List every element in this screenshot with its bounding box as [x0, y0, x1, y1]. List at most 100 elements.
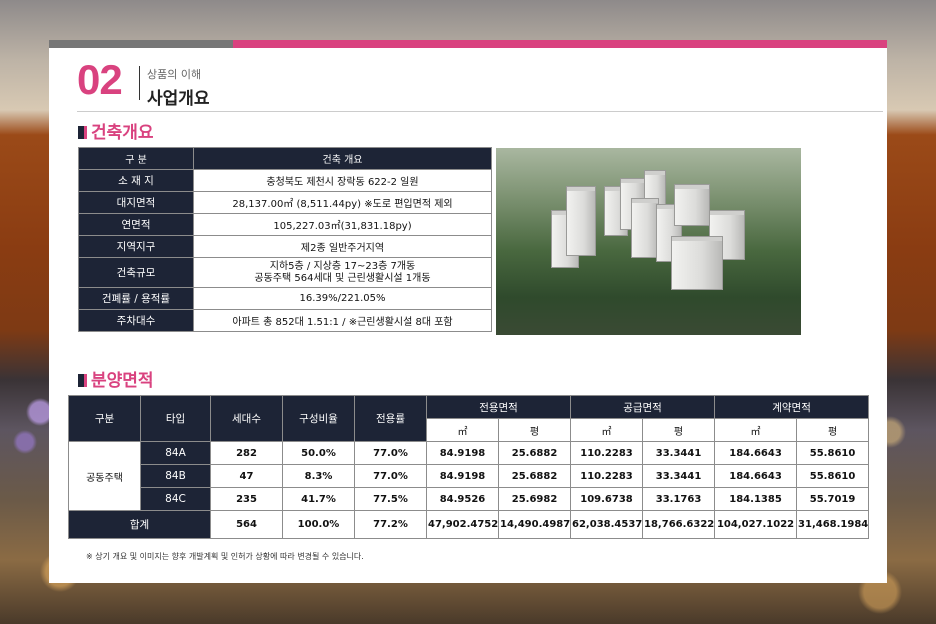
cell-units: 282: [210, 441, 283, 465]
row-value-line1: 지하5층 / 지상층 17~23층 7개동: [269, 260, 416, 272]
cell-exclusive-py: 25.6882: [497, 441, 572, 465]
cell-supply-py: 33.3441: [642, 441, 716, 465]
cell-type: 84A: [140, 441, 211, 465]
cell-exclusive-sqm: 84.9526: [426, 487, 499, 511]
cell-contract-sqm: 184.6643: [714, 441, 798, 465]
cell-supply-sqm: 110.2283: [570, 441, 644, 465]
header-exclusive: 전용면적: [425, 395, 572, 419]
table-row: 84C 235 41.7% 77.5% 84.9526 25.6982 109.…: [69, 487, 870, 511]
section-title: 사업개요: [147, 89, 210, 109]
table-row: 주차대수 아파트 총 852대 1.51:1 / ※근린생활시설 8대 포함: [78, 309, 492, 332]
header-efficiency: 전용률: [354, 395, 427, 442]
table-subheader-row: ㎡ 평 ㎡ 평 ㎡ 평: [69, 418, 870, 442]
cell-exclusive-py: 25.6982: [497, 487, 572, 511]
cell-units: 47: [210, 464, 283, 488]
header-ratio: 구성비율: [282, 395, 355, 442]
building-shape: [674, 184, 710, 226]
heading-square-icon: [78, 126, 87, 139]
cell-supply-sqm: 109.6738: [570, 487, 644, 511]
sales-heading-text: 분양면적: [91, 371, 154, 391]
header-contract: 계약면적: [714, 395, 870, 419]
subheader-sqm: ㎡: [714, 418, 798, 442]
cell-supply-py: 33.3441: [642, 464, 716, 488]
subheader-py: 평: [497, 418, 572, 442]
total-contract-sqm: 104,027.1022: [714, 510, 798, 539]
table-row: 건축규모 지하5층 / 지상층 17~23층 7개동 공동주택 564세대 및 …: [78, 257, 492, 288]
row-value: 16.39%/221.05%: [193, 287, 492, 310]
cell-efficiency: 77.0%: [354, 464, 427, 488]
row-value-multiline: 지하5층 / 지상층 17~23층 7개동 공동주택 564세대 및 근린생활시…: [193, 257, 492, 288]
table-header-row: 구분 타입 세대수 구성비율 전용률 전용면적 공급면적 계약면적: [68, 395, 870, 442]
section-divider: [139, 66, 140, 100]
building-shape: [566, 186, 596, 256]
row-value: 28,137.00㎡ (8,511.44py) ※도로 편입면적 제외: [193, 191, 492, 214]
heading-square-icon: [78, 374, 87, 387]
sales-area-table: 구분 타입 세대수 구성비율 전용률 전용면적 공급면적 계약면적 ㎡ 평 ㎡ …: [68, 395, 870, 539]
row-label: 건축규모: [78, 257, 194, 288]
building-shape: [631, 198, 659, 258]
section-rule: [77, 111, 883, 112]
total-contract-py: 31,468.1984: [796, 510, 870, 539]
cell-contract-py: 55.8610: [796, 441, 870, 465]
cell-ratio: 8.3%: [282, 464, 355, 488]
cell-exclusive-py: 25.6882: [497, 464, 572, 488]
total-ratio: 100.0%: [282, 510, 355, 539]
table-row: 대지면적 28,137.00㎡ (8,511.44py) ※도로 편입면적 제외: [78, 191, 492, 214]
row-label: 지역지구: [78, 235, 194, 258]
table-row: 소 재 지 충청북도 제천시 장락동 622-2 일원: [78, 169, 492, 192]
construction-table: 구 분 건축 개요 소 재 지 충청북도 제천시 장락동 622-2 일원 대지…: [78, 147, 492, 332]
header-label: 구 분: [78, 147, 194, 170]
cell-exclusive-sqm: 84.9198: [426, 464, 499, 488]
cell-exclusive-sqm: 84.9198: [426, 441, 499, 465]
total-exclusive-py: 14,490.4987: [497, 510, 572, 539]
row-label: 건폐률 / 용적률: [78, 287, 194, 310]
total-label: 합계: [68, 510, 211, 539]
cell-efficiency: 77.0%: [354, 441, 427, 465]
section-number: 02: [77, 56, 123, 103]
cell-type: 84B: [140, 464, 211, 488]
row-label: 연면적: [78, 213, 194, 236]
top-bar-pink: [233, 40, 887, 48]
table-row: 연면적 105,227.03㎡(31,831.18py): [78, 213, 492, 236]
row-label: 소 재 지: [78, 169, 194, 192]
building-shape: [709, 210, 745, 260]
cell-contract-py: 55.8610: [796, 464, 870, 488]
header-type: 타입: [140, 395, 211, 442]
cell-efficiency: 77.5%: [354, 487, 427, 511]
total-exclusive-sqm: 47,902.4752: [426, 510, 499, 539]
apartment-complex-photo: [496, 148, 801, 335]
row-value: 충청북도 제천시 장락동 622-2 일원: [193, 169, 492, 192]
subheader-sqm: ㎡: [426, 418, 499, 442]
cell-units: 235: [210, 487, 283, 511]
section-subtitle: 상품의 이해: [147, 68, 202, 81]
table-row: 지역지구 제2종 일반주거지역: [78, 235, 492, 258]
header-supply: 공급면적: [570, 395, 716, 419]
cell-supply-py: 33.1763: [642, 487, 716, 511]
subheader-py: 평: [642, 418, 716, 442]
row-value-line2: 공동주택 564세대 및 근린생활시설 1개동: [254, 272, 431, 284]
cell-contract-sqm: 184.1385: [714, 487, 798, 511]
row-value: 제2종 일반주거지역: [193, 235, 492, 258]
content-panel: 02 상품의 이해 사업개요 건축개요 구 분 건축 개요 소 재 지 충청북도…: [49, 40, 887, 583]
total-efficiency: 77.2%: [354, 510, 427, 539]
table-row: 구 분 건축 개요: [78, 147, 492, 170]
construction-heading-text: 건축개요: [91, 123, 154, 143]
row-value: 아파트 총 852대 1.51:1 / ※근린생활시설 8대 포함: [193, 309, 492, 332]
cell-supply-sqm: 110.2283: [570, 464, 644, 488]
cell-contract-sqm: 184.6643: [714, 464, 798, 488]
building-shape: [671, 236, 723, 290]
construction-heading: 건축개요: [78, 118, 154, 143]
total-units: 564: [210, 510, 283, 539]
category-label: 공동주택: [68, 441, 141, 511]
table-row: 건폐률 / 용적률 16.39%/221.05%: [78, 287, 492, 310]
cell-ratio: 41.7%: [282, 487, 355, 511]
cell-contract-py: 55.7019: [796, 487, 870, 511]
row-label: 대지면적: [78, 191, 194, 214]
total-supply-sqm: 62,038.4537: [570, 510, 644, 539]
total-supply-py: 18,766.6322: [642, 510, 716, 539]
cell-type: 84C: [140, 487, 211, 511]
subheader-sqm: ㎡: [570, 418, 644, 442]
header-category: 구분: [68, 395, 141, 442]
sales-heading: 분양면적: [78, 366, 154, 391]
disclaimer-note: ※ 상기 개요 및 이미지는 향후 개발계획 및 인허가 상황에 따라 변경될 …: [86, 552, 364, 561]
